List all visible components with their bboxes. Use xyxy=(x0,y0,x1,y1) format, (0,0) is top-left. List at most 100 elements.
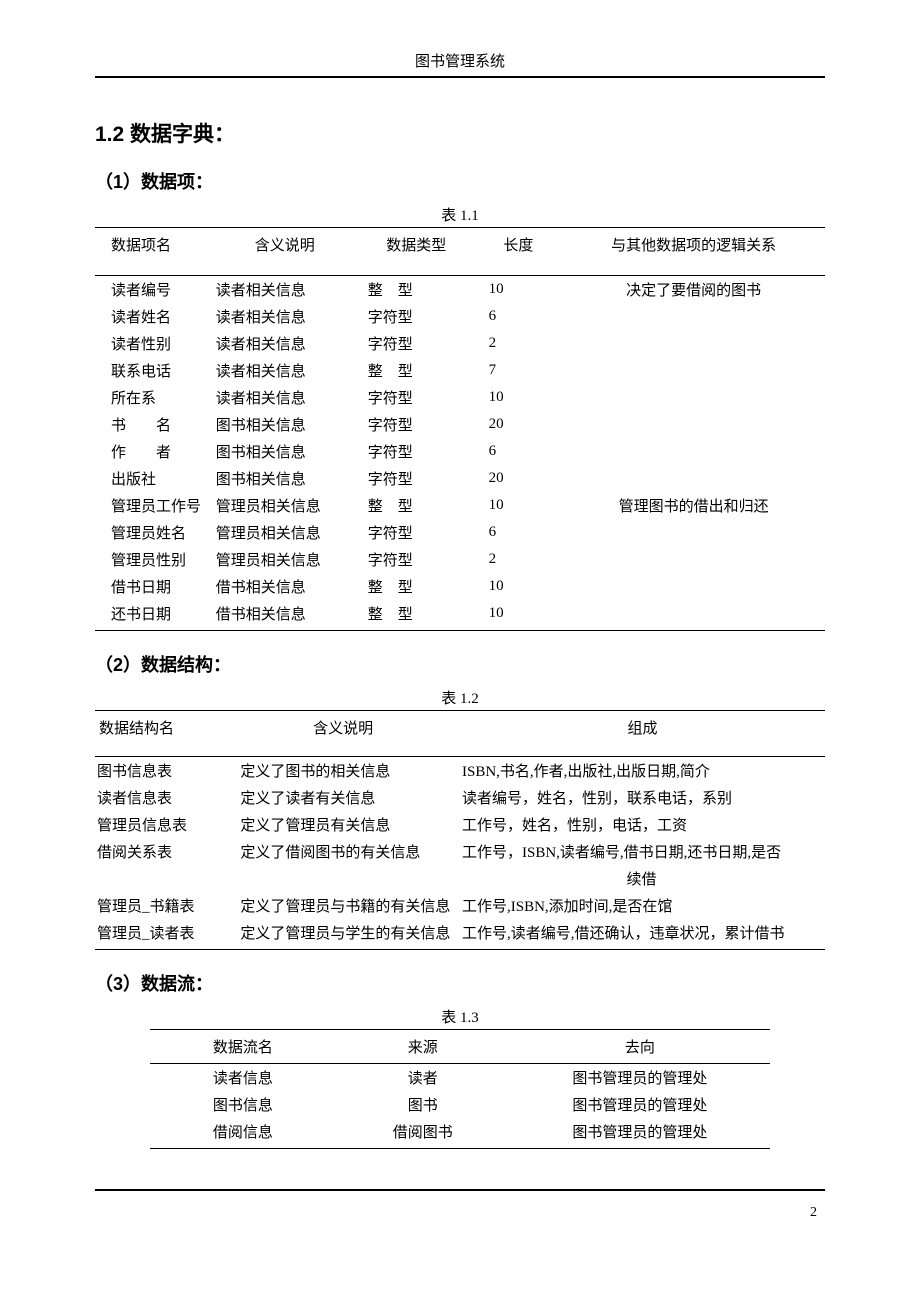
table-cell: 书 名 xyxy=(95,411,212,438)
table-cell: 读者性别 xyxy=(95,330,212,357)
table-row: 管理员性别管理员相关信息字符型2 xyxy=(95,546,825,573)
table-row: 管理员工作号管理员相关信息整 型10管理图书的借出和归还 xyxy=(95,492,825,519)
table-cell: 工作号，姓名，性别，电话，工资 xyxy=(460,811,825,838)
subsection-2-heading: （2）数据结构： xyxy=(95,651,825,677)
table-cell: 图书信息表 xyxy=(95,757,226,785)
table-cell: 借书相关信息 xyxy=(212,573,358,600)
section-heading: 1.2 数据字典： xyxy=(95,118,825,148)
table-row: 图书信息表定义了图书的相关信息ISBN,书名,作者,出版社,出版日期,简介 xyxy=(95,757,825,785)
table-cell: 定义了图书的相关信息 xyxy=(226,757,460,785)
table-row: 书 名图书相关信息字符型20 xyxy=(95,411,825,438)
table-cell: 读者相关信息 xyxy=(212,357,358,384)
table-cell: 决定了要借阅的图书 xyxy=(562,276,825,304)
table-cell: 6 xyxy=(475,438,563,465)
table-column-header: 数据项名 xyxy=(95,228,212,276)
table-cell: 读者姓名 xyxy=(95,303,212,330)
table-cell: 字符型 xyxy=(358,330,475,357)
table-row: 借书日期借书相关信息整 型10 xyxy=(95,573,825,600)
table-column-header: 含义说明 xyxy=(226,711,460,757)
table-cell: 图书信息 xyxy=(150,1091,336,1118)
table-row: 续借 xyxy=(95,865,825,892)
table-cell: 借阅信息 xyxy=(150,1118,336,1149)
table-cell: 借书日期 xyxy=(95,573,212,600)
table-cell: 工作号,ISBN,添加时间,是否在馆 xyxy=(460,892,825,919)
table-cell: 所在系 xyxy=(95,384,212,411)
table-row: 所在系读者相关信息字符型10 xyxy=(95,384,825,411)
table-cell: 字符型 xyxy=(358,384,475,411)
table-cell: 字符型 xyxy=(358,303,475,330)
table-cell: 定义了管理员与学生的有关信息 xyxy=(226,919,460,950)
table-row: 作 者图书相关信息字符型6 xyxy=(95,438,825,465)
table-cell: 10 xyxy=(475,492,563,519)
page-header-title: 图书管理系统 xyxy=(95,50,825,78)
table-cell: 字符型 xyxy=(358,546,475,573)
table-cell: 管理员相关信息 xyxy=(212,546,358,573)
table-cell: 读者 xyxy=(336,1064,510,1092)
table-data-structures: 数据结构名含义说明组成 图书信息表定义了图书的相关信息ISBN,书名,作者,出版… xyxy=(95,710,825,950)
table-cell: 定义了借阅图书的有关信息 xyxy=(226,838,460,865)
table-column-header: 含义说明 xyxy=(212,228,358,276)
table-2-caption: 表 1.2 xyxy=(95,687,825,708)
table-cell: 10 xyxy=(475,276,563,304)
table-cell: 读者相关信息 xyxy=(212,276,358,304)
table-cell xyxy=(95,865,226,892)
table-cell: 定义了读者有关信息 xyxy=(226,784,460,811)
table-cell: 管理员相关信息 xyxy=(212,519,358,546)
table-cell: 6 xyxy=(475,519,563,546)
table-row: 管理员_书籍表定义了管理员与书籍的有关信息工作号,ISBN,添加时间,是否在馆 xyxy=(95,892,825,919)
table-header-row: 数据流名来源去向 xyxy=(150,1030,771,1064)
table-cell: 管理员姓名 xyxy=(95,519,212,546)
table-cell: 图书管理员的管理处 xyxy=(510,1118,771,1149)
table-row: 读者信息读者图书管理员的管理处 xyxy=(150,1064,771,1092)
table-cell: 定义了管理员与书籍的有关信息 xyxy=(226,892,460,919)
table-cell xyxy=(562,303,825,330)
table-column-header: 来源 xyxy=(336,1030,510,1064)
table-cell: 还书日期 xyxy=(95,600,212,631)
table-cell: 整 型 xyxy=(358,600,475,631)
table-row: 读者性别读者相关信息字符型2 xyxy=(95,330,825,357)
table-row: 管理员信息表定义了管理员有关信息工作号，姓名，性别，电话，工资 xyxy=(95,811,825,838)
table-cell: 读者编号，姓名，性别，联系电话，系别 xyxy=(460,784,825,811)
table-cell: 字符型 xyxy=(358,438,475,465)
table-column-header: 与其他数据项的逻辑关系 xyxy=(562,228,825,276)
table-row: 借阅信息借阅图书图书管理员的管理处 xyxy=(150,1118,771,1149)
table-cell: 图书管理员的管理处 xyxy=(510,1091,771,1118)
table-3-caption: 表 1.3 xyxy=(95,1006,825,1027)
table-cell xyxy=(562,519,825,546)
table-cell xyxy=(562,546,825,573)
table-cell xyxy=(562,600,825,631)
table-column-header: 数据类型 xyxy=(358,228,475,276)
table-cell: 读者相关信息 xyxy=(212,384,358,411)
subsection-1-heading: （1）数据项： xyxy=(95,168,825,194)
table-cell xyxy=(562,573,825,600)
table-cell: 读者编号 xyxy=(95,276,212,304)
table-cell: 6 xyxy=(475,303,563,330)
table-cell: 图书相关信息 xyxy=(212,438,358,465)
table-cell: 7 xyxy=(475,357,563,384)
table-cell: 20 xyxy=(475,465,563,492)
table-cell: 图书管理员的管理处 xyxy=(510,1064,771,1092)
table-cell: ISBN,书名,作者,出版社,出版日期,简介 xyxy=(460,757,825,785)
table-cell: 作 者 xyxy=(95,438,212,465)
table-cell: 借阅关系表 xyxy=(95,838,226,865)
table-cell: 20 xyxy=(475,411,563,438)
table-cell: 读者相关信息 xyxy=(212,303,358,330)
table-cell: 字符型 xyxy=(358,465,475,492)
table-1-caption: 表 1.1 xyxy=(95,204,825,225)
table-cell: 续借 xyxy=(460,865,825,892)
table-cell: 10 xyxy=(475,573,563,600)
table-row: 管理员_读者表定义了管理员与学生的有关信息工作号,读者编号,借还确认，违章状况，… xyxy=(95,919,825,950)
table-row: 借阅关系表定义了借阅图书的有关信息工作号，ISBN,读者编号,借书日期,还书日期… xyxy=(95,838,825,865)
table-cell: 管理员工作号 xyxy=(95,492,212,519)
table-data-items: 数据项名含义说明数据类型长度与其他数据项的逻辑关系 读者编号读者相关信息整 型1… xyxy=(95,227,825,631)
table-cell: 工作号，ISBN,读者编号,借书日期,还书日期,是否 xyxy=(460,838,825,865)
table-cell: 管理员相关信息 xyxy=(212,492,358,519)
table-cell: 图书 xyxy=(336,1091,510,1118)
table-cell: 10 xyxy=(475,600,563,631)
table-cell: 字符型 xyxy=(358,519,475,546)
table-cell: 10 xyxy=(475,384,563,411)
table-cell: 联系电话 xyxy=(95,357,212,384)
table-cell xyxy=(562,411,825,438)
table-row: 联系电话读者相关信息整 型7 xyxy=(95,357,825,384)
table-row: 读者信息表定义了读者有关信息读者编号，姓名，性别，联系电话，系别 xyxy=(95,784,825,811)
